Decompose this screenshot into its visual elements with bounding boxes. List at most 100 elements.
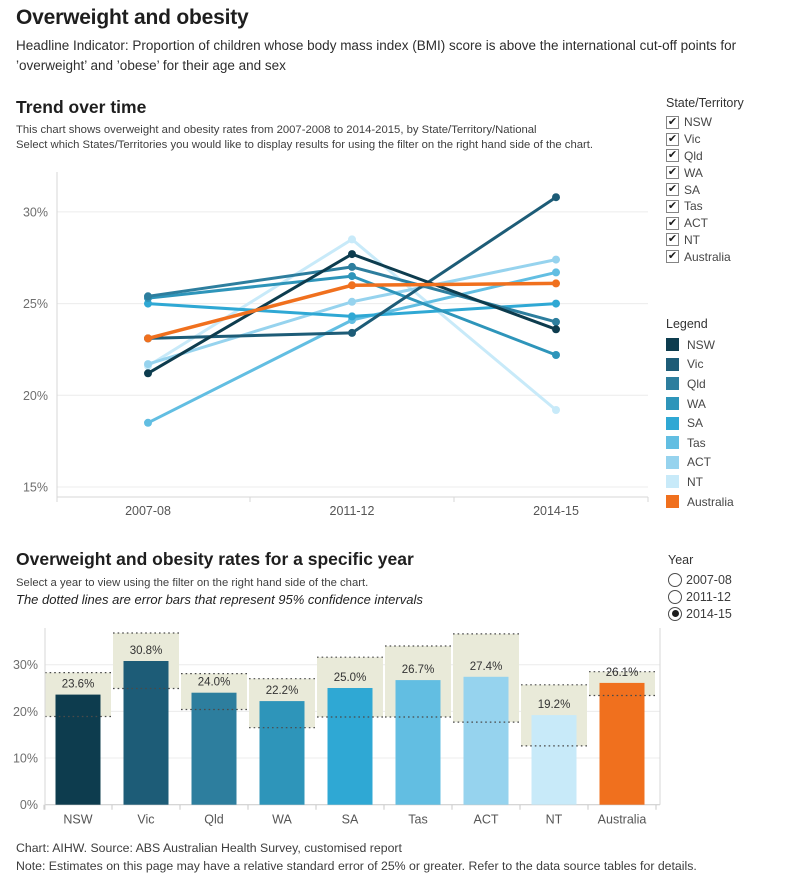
filter-checkbox-nsw[interactable]: ✔ NSW [666,114,744,131]
data-point-tas-2014-15[interactable] [552,268,560,277]
checkbox-icon[interactable]: ✔ [666,166,679,180]
data-point-sa-2007-08[interactable] [144,299,152,308]
radio-icon[interactable] [668,572,682,587]
trend-section-title: Trend over time [16,97,147,117]
legend-label: NT [687,474,703,489]
legend-item-nt[interactable]: NT [666,472,734,492]
x-axis-category-label: Australia [598,813,647,827]
trend-description-1: This chart shows overweight and obesity … [16,124,537,136]
data-point-vic-2014-15[interactable] [552,193,560,202]
data-point-nt-2011-12[interactable] [348,235,356,244]
data-point-qld-2007-08[interactable] [144,292,152,301]
checkbox-label: NT [684,232,700,247]
legend-label: Vic [687,357,704,372]
year-filter: Year 2007-08 2011-12 2014-15 [668,553,732,622]
data-point-act-2007-08[interactable] [144,360,152,369]
x-axis-category-label: Tas [408,813,427,827]
y-axis-tick-label: 15% [23,481,48,495]
bar-nsw[interactable] [55,694,101,805]
trend-line-chart: 15% 20% 25% 30% 2007-08 2011-12 2014-15 [23,172,649,518]
radio-selected-icon[interactable] [668,606,682,621]
filter-checkbox-wa[interactable]: ✔ WA [666,164,744,181]
bar-australia[interactable] [599,682,645,805]
radio-icon[interactable] [668,589,682,604]
bar-value-label-vic: 30.8% [130,645,163,657]
state-filter-list: ✔ NSW ✔ Vic ✔ Qld ✔ WA ✔ SA ✔ Tas ✔ ACT ✔ NT ✔ Australia [666,114,744,265]
filter-checkbox-australia[interactable]: ✔ Australia [666,248,744,265]
data-point-australia-2014-15[interactable] [552,279,560,288]
data-point-nsw-2014-15[interactable] [552,325,560,334]
filter-checkbox-act[interactable]: ✔ ACT [666,215,744,232]
legend-item-vic[interactable]: Vic [666,355,734,375]
footer-note: Note: Estimates on this page may have a … [16,859,697,873]
data-point-australia-2007-08[interactable] [144,334,152,343]
line-series-tas[interactable] [146,270,558,425]
data-point-nsw-2011-12[interactable] [348,250,356,259]
bar-value-label-tas: 26.7% [402,664,435,676]
bar-vic[interactable] [123,661,169,805]
data-point-qld-2014-15[interactable] [552,317,560,326]
filter-checkbox-tas[interactable]: ✔ Tas [666,198,744,215]
bar-qld[interactable] [191,692,237,805]
legend-swatch [666,397,679,411]
y-axis-tick-label: 20% [23,389,48,403]
x-axis-category-label: ACT [474,813,499,827]
checkbox-icon[interactable]: ✔ [666,216,679,230]
year-radio-2011-12[interactable]: 2011-12 [668,588,732,605]
x-axis-tick-label: 2014-15 [533,504,579,518]
y-axis-tick-label: 30% [23,205,48,219]
filter-checkbox-sa[interactable]: ✔ SA [666,181,744,198]
legend-item-sa[interactable]: SA [666,413,734,433]
trend-legend: Legend NSW Vic Qld WA SA Tas ACT NT Australia [666,317,734,511]
data-point-act-2014-15[interactable] [552,255,560,264]
filter-checkbox-vic[interactable]: ✔ Vic [666,131,744,148]
data-point-nt-2014-15[interactable] [552,406,560,414]
state-territory-filter: State/Territory ✔ NSW ✔ Vic ✔ Qld ✔ WA ✔ SA ✔ Tas ✔ A… [666,96,744,265]
filter-checkbox-qld[interactable]: ✔ Qld [666,148,744,165]
data-point-nsw-2007-08[interactable] [144,369,152,378]
bar-value-label-nsw: 23.6% [62,679,95,691]
data-point-sa-2014-15[interactable] [552,299,560,308]
bar-wa[interactable] [259,701,305,805]
checkbox-icon[interactable]: ✔ [666,183,679,197]
legend-swatch [666,455,679,469]
bar-value-label-act: 27.4% [470,661,503,673]
bar-tas[interactable] [395,680,441,805]
data-point-sa-2011-12[interactable] [348,312,356,321]
data-point-australia-2011-12[interactable] [348,281,356,290]
checkbox-icon[interactable]: ✔ [666,132,679,146]
bar-value-label-sa: 25.0% [334,672,367,684]
data-point-qld-2011-12[interactable] [348,262,356,271]
legend-swatch [666,436,679,450]
legend-label: Australia [687,494,734,509]
legend-swatch [666,416,679,430]
legend-swatch [666,338,679,352]
legend-item-tas[interactable]: Tas [666,433,734,453]
legend-item-australia[interactable]: Australia [666,492,734,512]
year-description-1: Select a year to view using the filter o… [16,577,369,589]
bar-nt[interactable] [531,715,577,805]
data-point-act-2011-12[interactable] [348,297,356,306]
checkbox-icon[interactable]: ✔ [666,149,679,163]
legend-item-act[interactable]: ACT [666,453,734,473]
year-radio-2007-08[interactable]: 2007-08 [668,571,732,588]
checkbox-icon[interactable]: ✔ [666,233,679,247]
x-axis-category-label: NSW [63,813,92,827]
bar-act[interactable] [463,676,509,805]
year-radio-2014-15[interactable]: 2014-15 [668,605,732,622]
checkbox-icon[interactable]: ✔ [666,250,679,264]
legend-label: WA [687,396,706,411]
checkbox-label: SA [684,182,701,197]
y-axis-tick-label: 20% [13,705,38,719]
data-point-wa-2014-15[interactable] [552,351,560,359]
data-point-vic-2011-12[interactable] [348,328,356,337]
bar-sa[interactable] [327,688,373,805]
legend-item-qld[interactable]: Qld [666,374,734,394]
filter-checkbox-nt[interactable]: ✔ NT [666,232,744,249]
data-point-tas-2007-08[interactable] [144,418,152,427]
data-point-wa-2011-12[interactable] [348,272,356,281]
checkbox-icon[interactable]: ✔ [666,115,679,129]
legend-item-nsw[interactable]: NSW [666,335,734,355]
checkbox-icon[interactable]: ✔ [666,199,679,213]
legend-item-wa[interactable]: WA [666,394,734,414]
